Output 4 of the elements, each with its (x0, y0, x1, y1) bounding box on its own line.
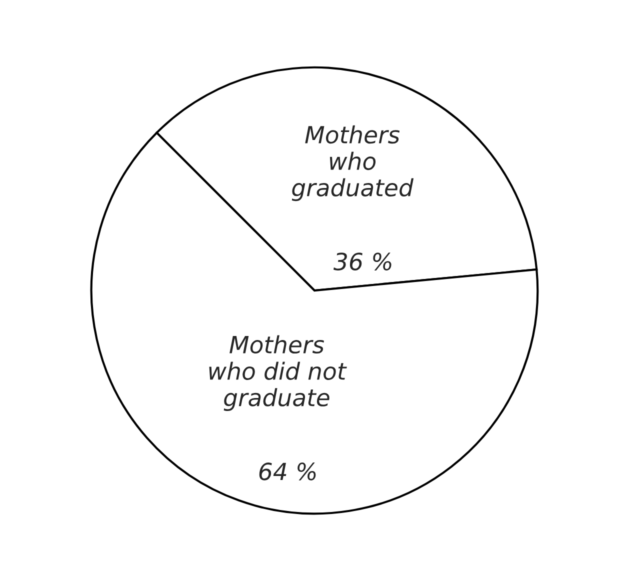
data-label: 64 % (259, 462, 316, 480)
data-label: 36 % (334, 252, 392, 270)
slice-label: Mothers who graduated (292, 125, 414, 202)
slice-label: Mothers who did not graduate (209, 335, 347, 412)
